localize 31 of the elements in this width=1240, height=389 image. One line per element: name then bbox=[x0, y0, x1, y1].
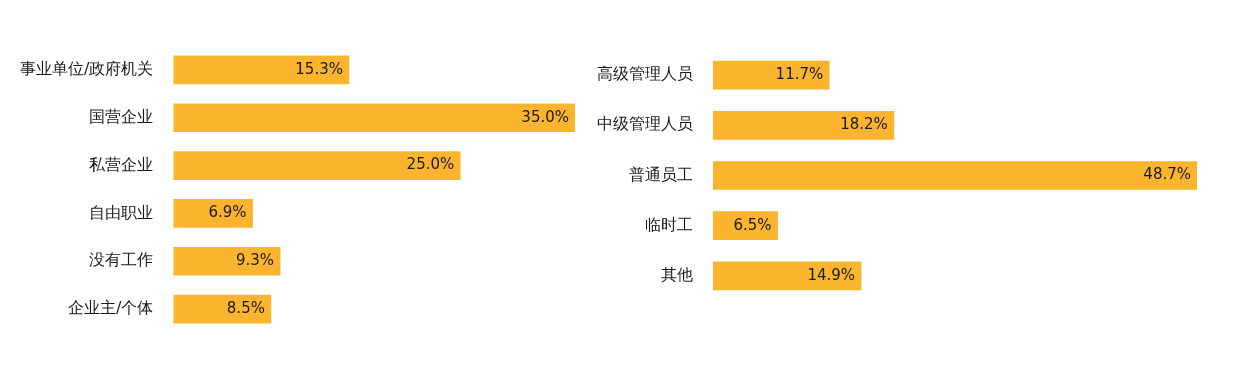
bar bbox=[173, 103, 575, 133]
bar bbox=[173, 55, 350, 85]
bar bbox=[173, 151, 461, 180]
y-tick-label: 国营企业 bbox=[89, 106, 154, 126]
y-tick-label: 事业单位/政府机关 bbox=[20, 59, 154, 79]
data-label: 11.7% bbox=[775, 64, 824, 83]
y-tick-label: 中级管理人员 bbox=[597, 114, 693, 134]
bar bbox=[713, 60, 830, 90]
data-label: 18.2% bbox=[840, 115, 888, 134]
data-label: 6.5% bbox=[733, 215, 772, 234]
y-tick-label: 高级管理人员 bbox=[597, 64, 693, 84]
data-label: 14.9% bbox=[807, 265, 856, 284]
y-tick-label: 其他 bbox=[661, 265, 693, 285]
bar bbox=[713, 261, 862, 291]
y-tick-label: 普通员工 bbox=[629, 164, 693, 184]
data-label: 8.5% bbox=[226, 298, 265, 317]
y-tick-label: 私营企业 bbox=[89, 154, 154, 174]
data-label: 6.9% bbox=[208, 203, 247, 222]
y-tick-label: 没有工作 bbox=[89, 250, 154, 270]
y-tick-label: 自由职业 bbox=[89, 202, 154, 222]
data-label: 9.3% bbox=[235, 251, 275, 270]
y-tick-label: 企业主/个体 bbox=[68, 298, 154, 318]
bar bbox=[713, 110, 895, 140]
data-label: 25.0% bbox=[406, 155, 455, 174]
y-tick-label: 临时工 bbox=[645, 214, 693, 234]
data-label: 48.7% bbox=[1143, 165, 1191, 184]
bar bbox=[173, 199, 253, 228]
data-label: 35.0% bbox=[521, 107, 569, 126]
data-label: 15.3% bbox=[295, 59, 343, 78]
bar bbox=[713, 161, 1197, 190]
bar bbox=[173, 246, 281, 276]
